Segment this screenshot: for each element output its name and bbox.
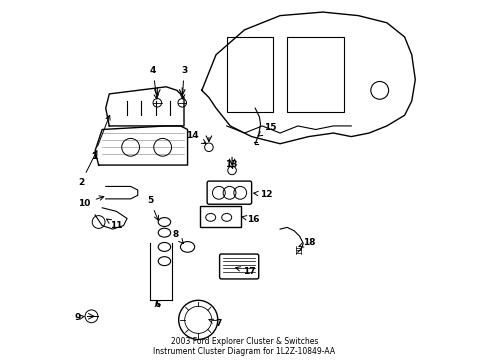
Text: 6: 6 <box>154 300 160 309</box>
Text: 10: 10 <box>78 196 103 208</box>
Text: 4: 4 <box>149 66 158 99</box>
Text: 18: 18 <box>298 238 315 247</box>
Text: 17: 17 <box>235 267 256 276</box>
Text: 2003 Ford Explorer Cluster & Switches
Instrument Cluster Diagram for 1L2Z-10849-: 2003 Ford Explorer Cluster & Switches In… <box>153 337 335 356</box>
Text: 3: 3 <box>180 66 187 99</box>
Text: 8: 8 <box>172 230 183 243</box>
Text: 5: 5 <box>146 196 158 220</box>
Text: 16: 16 <box>241 215 259 224</box>
Text: 1: 1 <box>90 115 110 161</box>
Text: 11: 11 <box>106 219 122 230</box>
Text: 14: 14 <box>186 131 206 144</box>
Text: 2: 2 <box>78 151 97 186</box>
Text: 13: 13 <box>224 160 237 169</box>
Text: 9: 9 <box>74 313 84 322</box>
Bar <box>200 206 241 228</box>
Text: 12: 12 <box>253 190 272 199</box>
Text: 7: 7 <box>208 319 221 328</box>
Text: 15: 15 <box>257 123 276 136</box>
